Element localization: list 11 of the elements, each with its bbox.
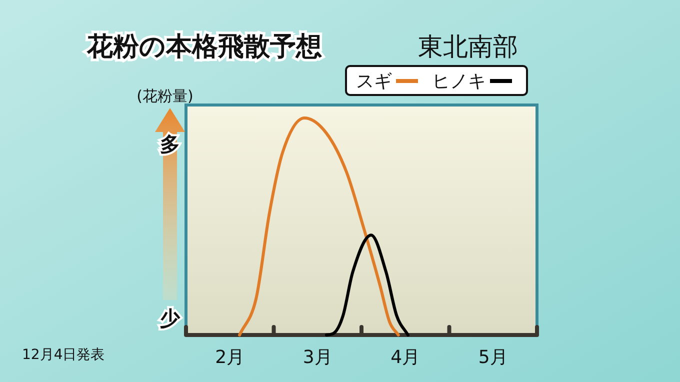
x-tick-label: 3月 (302, 347, 332, 368)
legend-label: ヒノキ (432, 71, 486, 92)
chart-title: 花粉の本格飛散予想 (86, 32, 322, 62)
x-tick-label: 4月 (390, 347, 420, 368)
text: 少 (160, 306, 181, 330)
y-axis-title: (花粉量) (136, 87, 194, 105)
x-tick-label: 2月 (215, 347, 245, 368)
chart-subtitle: 東北南部 (418, 32, 518, 61)
x-tick-label: 5月 (478, 347, 508, 368)
legend-label: スギ (356, 71, 392, 92)
text: 12月4日発表 (22, 347, 105, 363)
